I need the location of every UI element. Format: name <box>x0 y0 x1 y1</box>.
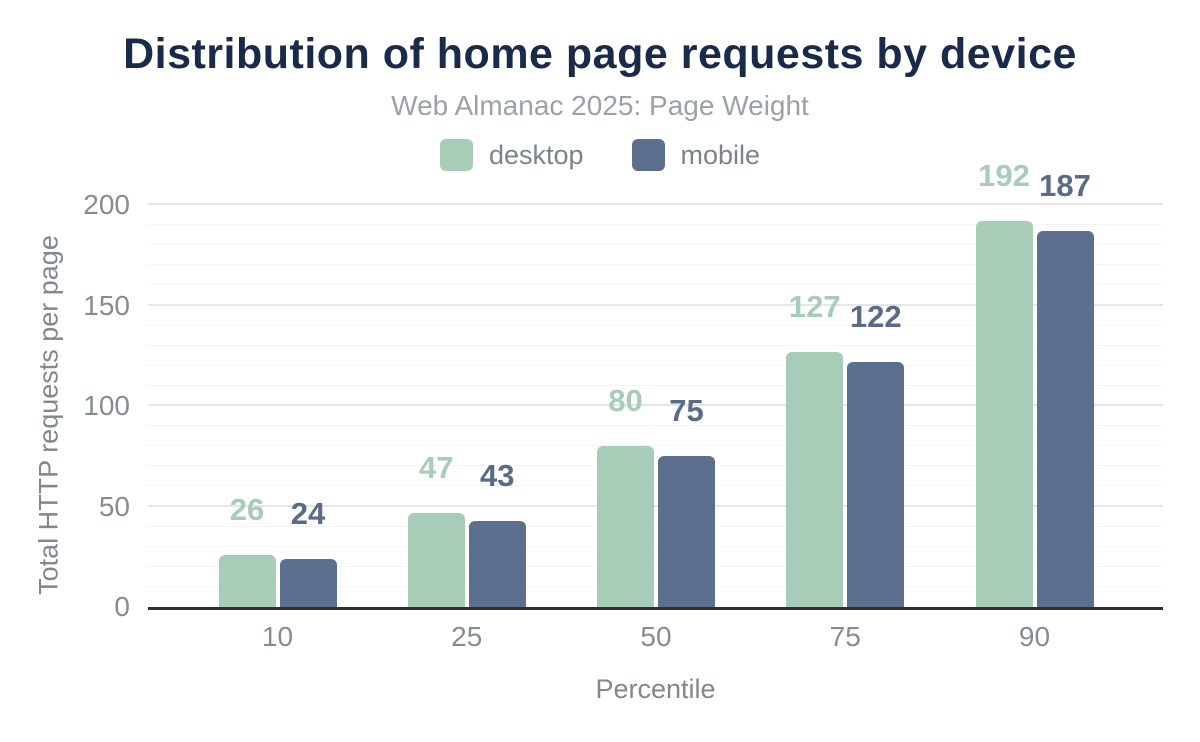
bar-desktop <box>407 512 465 607</box>
legend: desktop mobile <box>0 139 1200 171</box>
y-tick-label: 100 <box>83 390 130 421</box>
bar-desktop <box>597 446 654 607</box>
minor-gridline <box>148 364 1163 366</box>
bar-mobile <box>658 456 715 607</box>
value-label-mobile: 187 <box>1039 168 1091 204</box>
bar-mobile <box>468 520 526 607</box>
minor-gridline <box>148 545 1163 547</box>
x-tick-label: 10 <box>261 621 294 652</box>
chart-subtitle: Web Almanac 2025: Page Weight <box>391 90 809 121</box>
bar-desktop <box>218 554 276 607</box>
minor-gridline <box>148 465 1163 467</box>
major-gridline <box>148 303 1163 306</box>
minor-gridline <box>148 585 1163 587</box>
y-tick-label: 200 <box>83 189 130 220</box>
value-label-desktop: 26 <box>229 491 265 527</box>
y-tick-label: 50 <box>98 490 130 522</box>
bar-mobile <box>847 361 905 607</box>
value-label-desktop: 80 <box>608 383 643 419</box>
bar-desktop <box>975 221 1033 607</box>
desktop-swatch-icon <box>439 139 473 171</box>
bar-desktop <box>786 351 844 607</box>
value-label-mobile: 122 <box>849 298 902 334</box>
x-tick-label: 50 <box>640 621 672 652</box>
value-label-mobile: 24 <box>290 495 326 531</box>
mobile-swatch-icon <box>631 139 665 171</box>
value-label-desktop: 47 <box>419 449 454 485</box>
x-tick-label: 90 <box>1018 621 1051 652</box>
major-gridline <box>148 404 1163 406</box>
minor-gridline <box>148 284 1163 286</box>
x-tick-label: 25 <box>451 621 483 652</box>
bar-mobile <box>1036 231 1094 607</box>
minor-gridline <box>148 344 1163 346</box>
legend-item-desktop: desktop <box>439 139 584 171</box>
plot-area: 0 50 100 150 200 26 24 10 47 43 25 80 75 50 127 122 75 19… <box>83 160 1163 652</box>
chart-title: Distribution of home page requests by de… <box>123 30 1077 78</box>
major-gridline <box>148 504 1163 507</box>
value-label-mobile: 75 <box>669 393 704 429</box>
minor-gridline <box>148 425 1163 427</box>
minor-gridline <box>148 384 1163 386</box>
minor-gridline <box>148 264 1163 266</box>
x-axis-title: Percentile <box>595 674 716 704</box>
bar-mobile <box>279 558 337 607</box>
minor-gridline <box>148 244 1163 246</box>
legend-label-desktop: desktop <box>488 139 584 170</box>
value-label-desktop: 127 <box>788 288 841 324</box>
minor-gridline <box>148 525 1163 527</box>
y-tick-label: 0 <box>114 591 130 622</box>
y-tick-label: 150 <box>83 289 130 321</box>
legend-label-mobile: mobile <box>680 139 761 170</box>
minor-gridline <box>148 324 1163 326</box>
minor-gridline <box>148 224 1163 226</box>
value-label-desktop: 192 <box>978 158 1030 194</box>
major-gridline <box>148 203 1163 205</box>
x-axis-line <box>148 607 1163 610</box>
x-tick-label: 75 <box>829 621 861 652</box>
minor-gridline <box>148 565 1163 567</box>
value-label-mobile: 43 <box>480 457 515 493</box>
legend-item-mobile: mobile <box>631 139 761 171</box>
minor-gridline <box>148 445 1163 447</box>
minor-gridline <box>148 485 1163 487</box>
